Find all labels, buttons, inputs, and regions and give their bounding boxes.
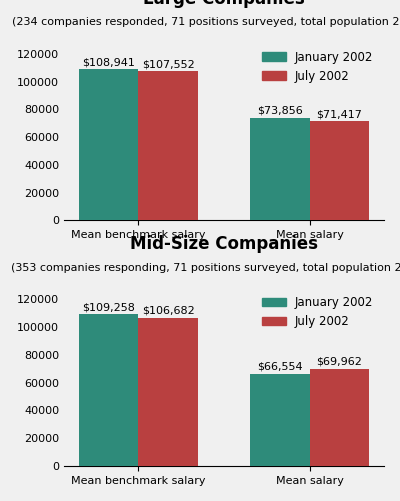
Text: $107,552: $107,552 bbox=[142, 59, 195, 69]
Bar bbox=[310, 369, 370, 466]
Legend: January 2002, July 2002: January 2002, July 2002 bbox=[257, 46, 378, 87]
Bar bbox=[310, 121, 370, 220]
Text: $106,682: $106,682 bbox=[142, 306, 195, 316]
Bar bbox=[78, 69, 138, 220]
Text: Mid-Size Companies: Mid-Size Companies bbox=[130, 235, 318, 253]
Bar bbox=[78, 314, 138, 466]
Text: Large Companies: Large Companies bbox=[143, 0, 305, 8]
Legend: January 2002, July 2002: January 2002, July 2002 bbox=[257, 292, 378, 333]
Text: (234 companies responded, 71 positions surveyed, total population 22,726): (234 companies responded, 71 positions s… bbox=[12, 18, 400, 28]
Bar bbox=[250, 374, 310, 466]
Text: $71,417: $71,417 bbox=[316, 109, 362, 119]
Bar bbox=[250, 118, 310, 220]
Text: $109,258: $109,258 bbox=[82, 302, 135, 312]
Text: $69,962: $69,962 bbox=[316, 357, 362, 367]
Bar bbox=[138, 318, 198, 466]
Text: $66,554: $66,554 bbox=[257, 362, 302, 372]
Text: (353 companies responding, 71 positions surveyed, total population 23,165): (353 companies responding, 71 positions … bbox=[11, 263, 400, 273]
Text: $108,941: $108,941 bbox=[82, 57, 135, 67]
Bar bbox=[138, 71, 198, 220]
Text: $73,856: $73,856 bbox=[257, 106, 302, 116]
